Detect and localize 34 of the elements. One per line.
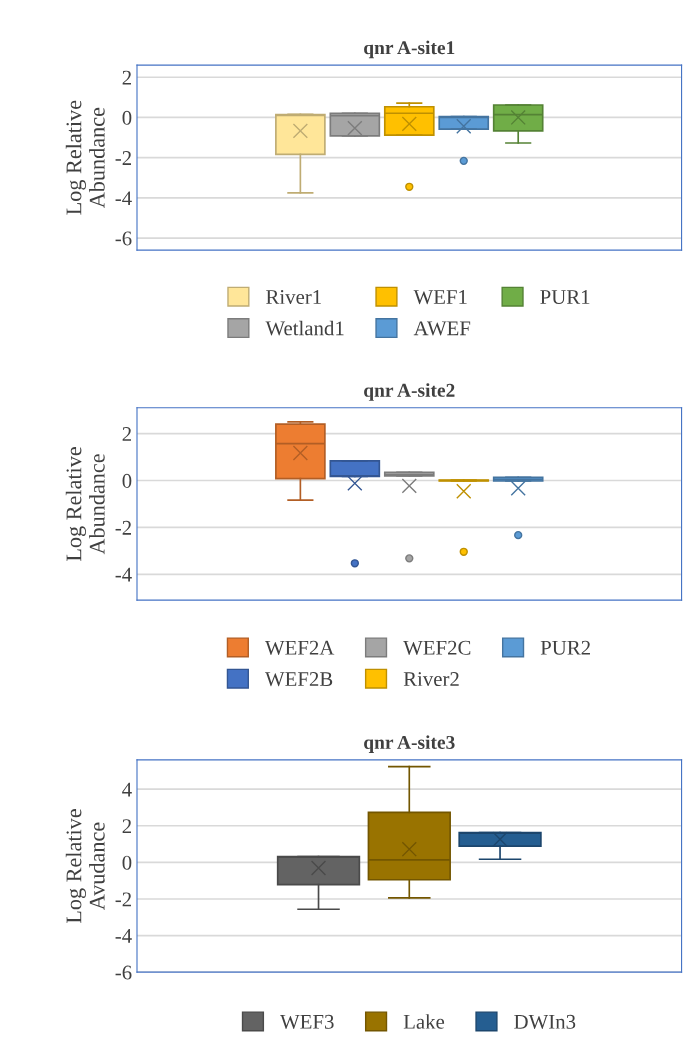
legend-label: WEF2C [403, 640, 471, 655]
y-tick-label: -4 [115, 191, 132, 206]
y-tick-label: -4 [115, 929, 132, 943]
y-axis-title: Log Relative Abundance [65, 100, 105, 215]
chart-title: qnr A-site3 [364, 735, 455, 753]
legend-label: River2 [403, 672, 459, 687]
legend-label: WEF1 [413, 290, 467, 305]
y-axis-title: Log Relative Abundance [65, 447, 105, 562]
legend-label: PUR2 [540, 640, 590, 655]
y-tick-label: 2 [122, 819, 131, 833]
y-tick-label: -6 [115, 965, 132, 980]
y-axis-title: Log Relative Avudance [65, 809, 105, 924]
y-tick-label: 0 [122, 110, 132, 125]
y-tick-label: 4 [122, 782, 132, 797]
y-tick-label: -2 [115, 892, 131, 907]
legend-label: DWIn3 [514, 1014, 576, 1029]
y-tick-label: -4 [115, 567, 132, 582]
y-tick-label: 0 [122, 473, 132, 488]
legend-label: WEF3 [280, 1014, 334, 1029]
y-tick-label: 2 [122, 427, 131, 441]
legend-label: WEF2B [264, 672, 333, 687]
y-tick-label: -6 [115, 231, 132, 246]
y-tick-label: 0 [122, 855, 132, 870]
legend-label: PUR1 [540, 290, 590, 305]
y-tick-label: -2 [115, 520, 131, 535]
legend-label: River1 [266, 290, 321, 305]
y-tick-label: 2 [122, 70, 131, 85]
chart-title: qnr A-site2 [364, 383, 455, 401]
y-tick-label: -2 [115, 151, 131, 165]
legend-label: Wetland1 [265, 320, 344, 336]
legend-label: Lake [403, 1014, 445, 1029]
chart-title: qnr A-site1 [364, 40, 455, 59]
legend-label: AWEF [413, 321, 471, 336]
legend-label: WEF2A [264, 640, 335, 655]
